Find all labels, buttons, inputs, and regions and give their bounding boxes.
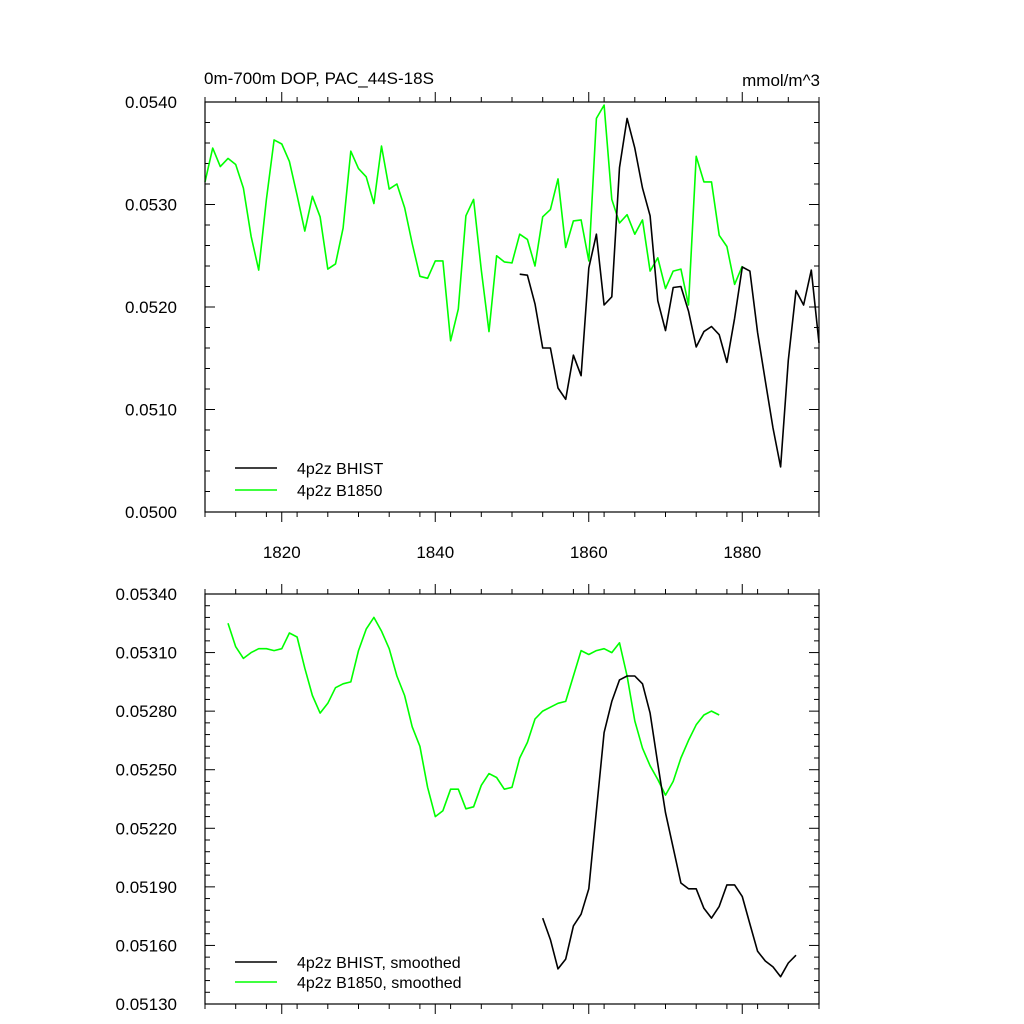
- top-y-tick-label: 0.0500: [125, 503, 177, 522]
- top-series-layer: [204, 104, 820, 468]
- top-y-tick-label: 0.0540: [125, 93, 177, 112]
- top-series-4p2z-b1850: [204, 104, 744, 342]
- top-panel: 0m-700m DOP, PAC_44S-18S mmol/m^3 0.0500…: [125, 69, 820, 562]
- bottom-y-tick-label: 0.05250: [116, 761, 177, 780]
- bottom-legend: 4p2z BHIST, smoothed 4p2z B1850, smoothe…: [235, 955, 462, 992]
- top-y-tick-label: 0.0510: [125, 401, 177, 420]
- top-plot-frame: [204, 101, 820, 513]
- top-series-4p2z-bhist: [519, 117, 820, 468]
- bottom-plot-frame: [204, 593, 820, 1005]
- top-legend-label-b1850: 4p2z B1850: [297, 483, 383, 500]
- bottom-y-tick-label: 0.05340: [116, 585, 177, 604]
- top-legend: 4p2z BHIST 4p2z B1850: [235, 461, 383, 500]
- top-x-tick-label: 1860: [570, 543, 608, 562]
- bottom-y-tick-label: 0.05130: [116, 995, 177, 1014]
- bottom-legend-label-b1850: 4p2z B1850, smoothed: [297, 975, 462, 992]
- bottom-y-tick-label: 0.05160: [116, 936, 177, 955]
- top-y-tick-label: 0.0520: [125, 298, 177, 317]
- bottom-ticks: 0.05130 0.05160 0.05190 0.05220 0.05250 0.052…: [116, 584, 820, 1014]
- top-chart-title: 0m-700m DOP, PAC_44S-18S: [204, 69, 434, 88]
- top-x-tick-label: 1840: [416, 543, 454, 562]
- top-y-tick-label: 0.0530: [125, 196, 177, 215]
- bottom-series-4p2z-b1850-smoothed: [227, 616, 720, 818]
- top-legend-label-bhist: 4p2z BHIST: [297, 461, 383, 478]
- top-x-tick-label: 1820: [263, 543, 301, 562]
- bottom-series-layer: [227, 616, 797, 978]
- bottom-series-4p2z-bhist-smoothed: [541, 675, 797, 978]
- top-chart-units: mmol/m^3: [742, 71, 820, 90]
- top-x-tick-label: 1880: [723, 543, 761, 562]
- bottom-y-tick-label: 0.05220: [116, 819, 177, 838]
- bottom-legend-label-bhist: 4p2z BHIST, smoothed: [297, 955, 461, 972]
- bottom-y-tick-label: 0.05280: [116, 702, 177, 721]
- bottom-y-tick-label: 0.05310: [116, 644, 177, 663]
- bottom-y-tick-label: 0.05190: [116, 878, 177, 897]
- bottom-panel: 0.05130 0.05160 0.05190 0.05220 0.05250 0.052…: [116, 584, 820, 1014]
